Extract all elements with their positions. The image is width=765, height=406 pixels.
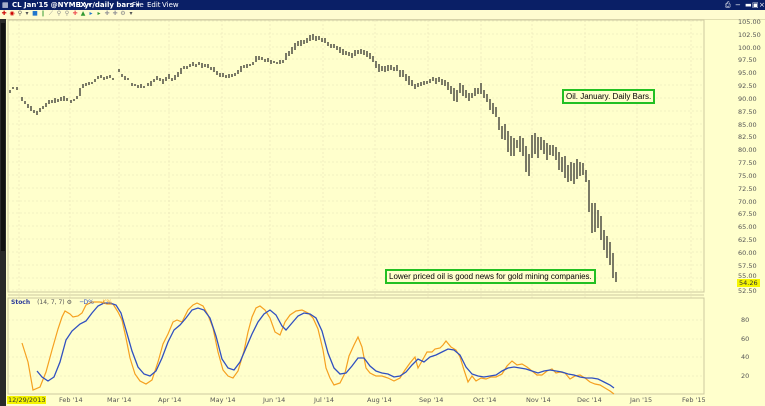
menu-edit[interactable]: Edit (147, 1, 161, 9)
y-tick: 100.00 (738, 44, 761, 52)
y-tick: 97.50 (738, 56, 757, 64)
x-tick: Jan '15 (630, 396, 653, 404)
zoom-icon[interactable]: ⚲ (17, 10, 23, 17)
x-tick: Aug '14 (367, 396, 392, 404)
y-tick: 55.00 (738, 272, 757, 280)
chevron-down-icon[interactable]: ▾ (129, 10, 133, 17)
stoch-grid (8, 319, 704, 377)
y-tick: 90.00 (738, 95, 757, 103)
scroll-right-icon[interactable]: ▸ (97, 10, 101, 17)
stoch-params: (14, 7, 7) (37, 299, 65, 306)
stoch-y-tick: 20 (741, 372, 750, 380)
zoom-in-icon[interactable]: ⚲ (56, 10, 62, 17)
y-tick: 60.00 (738, 249, 757, 257)
x-tick: Jun '14 (263, 396, 286, 404)
x-tick: Feb '14 (59, 396, 83, 404)
bars-icon[interactable]: ∥ (41, 10, 45, 17)
window-menu-icon[interactable]: ▦ (2, 1, 9, 9)
print-icon[interactable]: ⎙ (725, 1, 731, 9)
stoch-d-line (36, 302, 615, 389)
y-tick: 75.00 (738, 172, 757, 180)
expand-icon[interactable]: ✚ (104, 10, 110, 17)
price-bars (9, 34, 617, 282)
chevron-down-icon[interactable]: ▾ (25, 10, 29, 17)
menu-view[interactable]: View (162, 1, 179, 9)
stoch-y-tick: 80 (741, 316, 750, 324)
minimize-icon[interactable]: ▬ (745, 1, 752, 9)
stoch-y-tick: 60 (741, 335, 750, 343)
x-tick: Sep '14 (419, 396, 444, 404)
stoch-y-tick: 40 (741, 353, 750, 361)
y-tick: 105.00 (738, 18, 761, 26)
y-tick: 67.50 (738, 210, 757, 218)
comment-annotation[interactable]: Lower priced oil is good news for gold m… (385, 269, 596, 284)
y-tick: 87.50 (738, 108, 757, 116)
last-price-badge: 54.26 (737, 279, 760, 287)
y-tick: 62.50 (738, 236, 757, 244)
drawing-icon[interactable]: ▲ (80, 10, 86, 17)
y-tick: 85.00 (738, 121, 757, 129)
price-grid (8, 20, 704, 291)
zoom-out-icon[interactable]: ⚲ (64, 10, 70, 17)
title-annotation[interactable]: Oil. January. Daily Bars. (562, 89, 656, 104)
y-tick: 77.50 (738, 159, 757, 167)
y-tick: 65.00 (738, 223, 757, 231)
settings-icon[interactable]: ⚙ (66, 299, 72, 306)
menu-file[interactable]: File (132, 1, 144, 9)
maximize-icon[interactable]: ▣ (752, 1, 759, 9)
x-tick: Apr '14 (158, 396, 182, 404)
x-tick: Dec '14 (577, 396, 602, 404)
close-icon[interactable]: × (759, 1, 765, 9)
crosshair-icon[interactable]: ✚ (1, 10, 7, 17)
symbol-selector[interactable]: CL Jan'15 @NYMEX ▾ (12, 1, 92, 9)
k-legend-label: K% (102, 299, 113, 306)
target-icon[interactable]: ◉ (9, 10, 15, 17)
x-tick: Mar '14 (107, 396, 132, 404)
trendline-icon[interactable]: ⟋ (48, 10, 54, 17)
price-panel (7, 19, 705, 293)
x-tick: Oct '14 (473, 396, 497, 404)
interval-selector[interactable]: 1 yr/daily bars ▾ (77, 1, 140, 9)
y-tick: 82.50 (738, 133, 757, 141)
chart-type-icon[interactable]: ■ (32, 10, 38, 17)
stoch-label: Stoch (11, 299, 31, 306)
scroll-left-icon[interactable]: ▸ (89, 10, 93, 17)
y-tick: 102.50 (738, 31, 761, 39)
title-bar: ▦ CL Jan'15 @NYMEX ▾ 1 yr/daily bars ▾ F… (0, 0, 765, 10)
start-date-badge: 12/29/2013 (7, 396, 47, 404)
d-line-swatch: ─ (79, 299, 84, 306)
x-tick: Nov '14 (526, 396, 551, 404)
y-tick: 95.00 (738, 69, 757, 77)
y-tick: 57.50 (738, 262, 757, 270)
vertical-scrollbar[interactable] (0, 19, 6, 406)
settings-icon[interactable]: ⚙ (120, 10, 126, 17)
collapse-icon[interactable]: ✚ (112, 10, 118, 17)
x-tick: Jul '14 (314, 396, 334, 404)
x-tick: May '14 (210, 396, 236, 404)
y-tick: 92.50 (738, 82, 757, 90)
x-tick: Feb '15 (682, 396, 706, 404)
y-tick: 70.00 (738, 198, 757, 206)
d-legend-label: D% (83, 299, 94, 306)
stoch-k-line (21, 301, 615, 395)
stoch-legend[interactable]: Stoch (14, 7, 7) ⚙ ─D% ─K% (11, 299, 112, 306)
y-tick: 52.50 (738, 287, 757, 295)
cursor-icon[interactable]: ✚ (72, 10, 78, 17)
y-tick: 80.00 (738, 146, 757, 154)
link-icon[interactable]: − (735, 1, 741, 9)
k-line-swatch: ─ (98, 299, 103, 306)
scrollbar-thumb[interactable] (1, 23, 5, 251)
y-tick: 72.50 (738, 185, 757, 193)
